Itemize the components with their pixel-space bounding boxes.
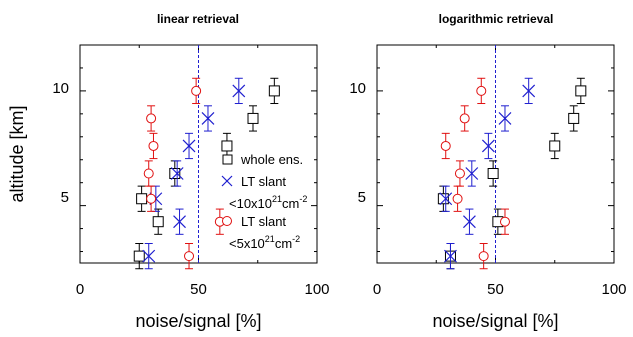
data-point-circle (478, 251, 489, 262)
xtick-label-50-linear: 50 (190, 281, 207, 298)
ytick-label-10-logarithmic: 10 (349, 80, 366, 97)
legend-whole-label: whole ens. (240, 152, 303, 167)
data-point-x (173, 215, 186, 229)
data-point-circle (440, 140, 451, 151)
legend-lt10-label-2: <10x1021cm-2 (229, 194, 307, 211)
data-point-circle (184, 251, 195, 262)
data-point-square (568, 112, 580, 124)
ticks-logarithmic (376, 44, 615, 263)
legend-x-marker (221, 175, 233, 187)
data-point-circle (146, 113, 157, 124)
legend-lt5-label-2: <5x1021cm-2 (229, 234, 300, 251)
data-point-square (437, 193, 449, 205)
data-point-circle (476, 85, 487, 96)
legend-lt5-label-1: LT slant (241, 214, 286, 229)
data-point-x (444, 249, 457, 263)
data-point-square (169, 168, 181, 180)
data-point-circle (452, 193, 463, 204)
title-logarithmic: logarithmic retrieval (439, 12, 554, 26)
title-linear: linear retrieval (157, 12, 239, 26)
data-point-x (522, 84, 536, 98)
xtick-label-0-logarithmic: 0 (373, 281, 381, 298)
data-point-square (549, 140, 561, 152)
data-point-square (221, 140, 233, 152)
legend: whole ens. LT slant <10x1021cm-2 LT slan… (221, 152, 307, 251)
data-point-square (487, 168, 499, 180)
marks-logarithmic (437, 45, 587, 270)
ticks-linear (79, 44, 318, 263)
legend-circle-marker (222, 216, 232, 226)
data-point-circle (143, 168, 154, 179)
data-point-square (136, 193, 148, 205)
data-point-x (170, 167, 184, 180)
data-point-square (133, 250, 145, 262)
ylabel: altitude [km] (7, 105, 27, 202)
xlabel-logarithmic: noise/signal [%] (432, 311, 558, 331)
xtick-label-100-linear: 100 (304, 281, 329, 298)
data-point-x (481, 139, 495, 153)
panel-logarithmic: logarithmic retrieval 0 50 100 5 10 nois… (349, 12, 626, 331)
data-point-circle (146, 193, 157, 204)
data-point-square (575, 85, 587, 97)
legend-square-marker (222, 154, 233, 165)
marks-linear (133, 45, 280, 270)
data-point-circle (459, 113, 470, 124)
data-point-x (498, 112, 512, 125)
data-point-circle (454, 168, 465, 179)
data-point-x (463, 215, 476, 229)
data-point-circle (191, 85, 202, 96)
data-point-x (465, 167, 479, 180)
data-point-circle (148, 140, 159, 151)
xtick-label-0-linear: 0 (76, 281, 84, 298)
ytick-label-5-logarithmic: 5 (358, 189, 366, 206)
data-point-square (247, 112, 259, 124)
data-point-x (142, 249, 156, 263)
data-point-x (439, 192, 453, 206)
legend-lt10-label-1: LT slant (241, 174, 286, 189)
panel-linear: linear retrieval 0 50 100 5 10 noise/sig… (7, 12, 330, 331)
data-point-square (268, 85, 280, 97)
xlabel-linear: noise/signal [%] (135, 311, 261, 331)
ytick-label-5-linear: 5 (61, 189, 69, 206)
data-point-x (182, 139, 196, 153)
xtick-label-100-logarithmic: 100 (601, 281, 626, 298)
data-point-circle (499, 216, 510, 227)
data-point-x (201, 112, 215, 125)
xtick-label-50-logarithmic: 50 (487, 281, 504, 298)
data-point-x (232, 84, 246, 98)
data-point-square (152, 216, 164, 228)
ytick-label-10-linear: 10 (52, 80, 69, 97)
